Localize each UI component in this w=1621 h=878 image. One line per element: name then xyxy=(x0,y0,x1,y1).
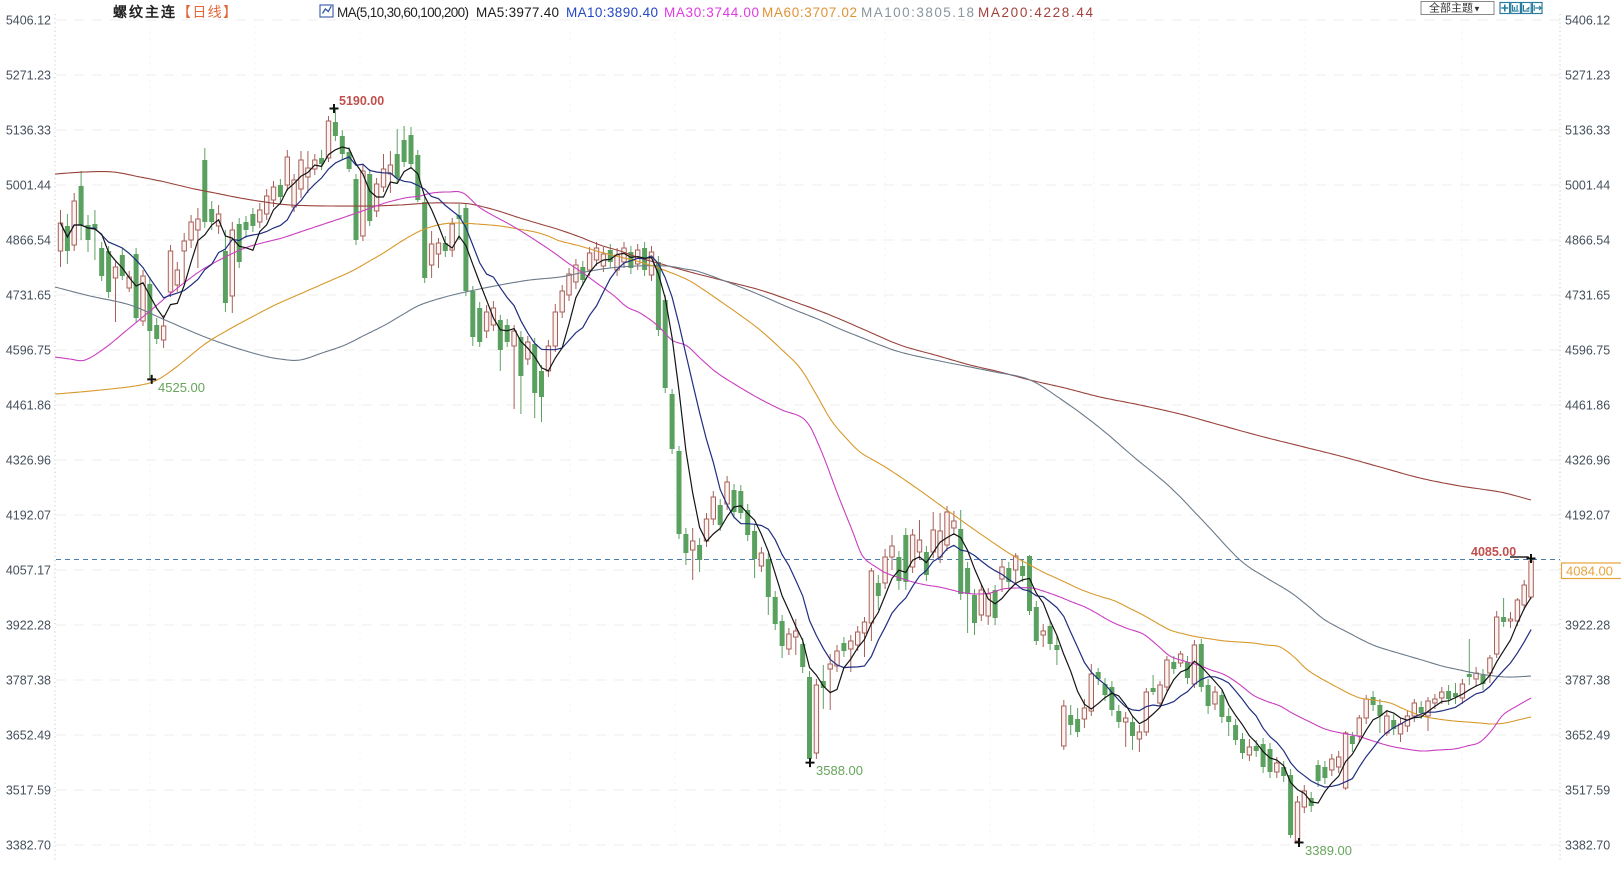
svg-text:3922.28: 3922.28 xyxy=(1565,619,1610,633)
svg-text:螺纹主连: 螺纹主连 xyxy=(113,4,176,20)
svg-text:3652.49: 3652.49 xyxy=(6,729,51,743)
svg-text:4866.54: 4866.54 xyxy=(6,234,51,248)
svg-text:4596.75: 4596.75 xyxy=(6,344,51,358)
svg-text:5001.44: 5001.44 xyxy=(1565,179,1610,193)
svg-text:3588.00: 3588.00 xyxy=(816,763,863,778)
svg-text:MA200:4228.44: MA200:4228.44 xyxy=(978,5,1093,20)
svg-text:5406.12: 5406.12 xyxy=(6,14,51,28)
svg-text:4461.86: 4461.86 xyxy=(1565,399,1610,413)
svg-text:3922.28: 3922.28 xyxy=(6,619,51,633)
svg-text:5190.00: 5190.00 xyxy=(339,94,384,108)
svg-text:5136.33: 5136.33 xyxy=(6,124,51,138)
svg-text:MA60:3707.02: MA60:3707.02 xyxy=(762,5,857,20)
svg-text:4057.17: 4057.17 xyxy=(6,564,51,578)
svg-text:4731.65: 4731.65 xyxy=(6,289,51,303)
svg-text:【日线】: 【日线】 xyxy=(177,4,237,20)
svg-text:4326.96: 4326.96 xyxy=(1565,454,1610,468)
svg-text:MA10:3890.40: MA10:3890.40 xyxy=(566,5,658,20)
svg-text:5136.33: 5136.33 xyxy=(1565,124,1610,138)
svg-text:3382.70: 3382.70 xyxy=(6,839,51,853)
svg-text:3389.00: 3389.00 xyxy=(1305,843,1352,858)
svg-text:4461.86: 4461.86 xyxy=(6,399,51,413)
svg-text:3517.59: 3517.59 xyxy=(1565,784,1610,798)
svg-text:3787.38: 3787.38 xyxy=(1565,674,1610,688)
svg-text:MA30:3744.00: MA30:3744.00 xyxy=(664,5,759,20)
svg-text:4192.07: 4192.07 xyxy=(1565,509,1610,523)
svg-text:4596.75: 4596.75 xyxy=(1565,344,1610,358)
svg-text:3382.70: 3382.70 xyxy=(1565,839,1610,853)
svg-text:4326.96: 4326.96 xyxy=(6,454,51,468)
svg-text:3787.38: 3787.38 xyxy=(6,674,51,688)
svg-text:5271.23: 5271.23 xyxy=(6,69,51,83)
svg-text:3517.59: 3517.59 xyxy=(6,784,51,798)
svg-text:4866.54: 4866.54 xyxy=(1565,234,1610,248)
svg-text:4525.00: 4525.00 xyxy=(158,380,205,395)
svg-text:MA(5,10,30,60,100,200): MA(5,10,30,60,100,200) xyxy=(337,5,469,20)
svg-text:3652.49: 3652.49 xyxy=(1565,729,1610,743)
svg-text:5271.23: 5271.23 xyxy=(1565,69,1610,83)
svg-text:MA5:3977.40: MA5:3977.40 xyxy=(476,5,559,20)
svg-text:5406.12: 5406.12 xyxy=(1565,14,1610,28)
svg-text:4084.00: 4084.00 xyxy=(1566,564,1613,579)
svg-text:4085.00: 4085.00 xyxy=(1471,545,1516,559)
svg-text:MA100:3805.18: MA100:3805.18 xyxy=(861,5,974,20)
svg-text:4731.65: 4731.65 xyxy=(1565,289,1610,303)
svg-text:全部主题▼: 全部主题▼ xyxy=(1429,1,1481,15)
svg-text:4192.07: 4192.07 xyxy=(6,509,51,523)
svg-text:5001.44: 5001.44 xyxy=(6,179,51,193)
